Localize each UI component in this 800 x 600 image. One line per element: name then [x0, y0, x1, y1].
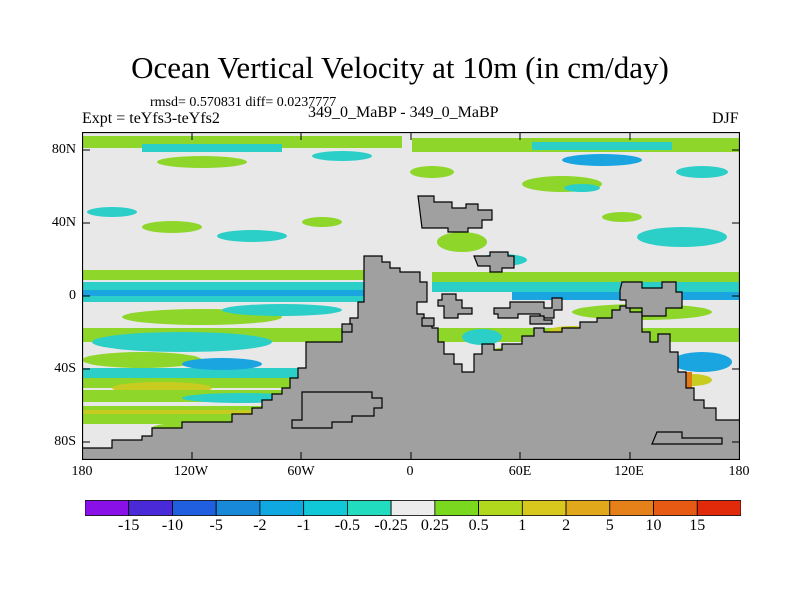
- lon-label-120w: 120W: [173, 464, 209, 479]
- colorbar-label: -0.5: [334, 517, 361, 534]
- lon-label-120e: 120E: [614, 464, 644, 479]
- lon-label-180w: 180: [71, 464, 93, 479]
- colorbar-label: 10: [645, 517, 662, 534]
- map-ticks: [82, 132, 740, 460]
- land-subantarctic: [651, 431, 723, 445]
- season-label: DJF: [712, 110, 739, 127]
- colorbar-cell: [609, 500, 654, 516]
- lat-label-40s: 40S: [54, 361, 76, 376]
- equatorial-pattern: [82, 270, 740, 325]
- colorbar-label: 1: [518, 517, 527, 534]
- colorbar-cell: [653, 500, 698, 516]
- land-antarctic-peninsula: [291, 391, 383, 429]
- land-americas-africa: [82, 255, 740, 460]
- colorbar-cell: [215, 500, 261, 516]
- colorbar-cell: [478, 500, 523, 516]
- colorbar: [85, 500, 741, 516]
- land-small-south: [421, 317, 435, 327]
- colorbar-cell: [434, 500, 479, 516]
- arctic-pattern: [82, 136, 740, 192]
- land-sea-islands: [437, 293, 473, 319]
- experiment-label: Expt = teYfs3-teYfs2: [82, 110, 220, 127]
- colorbar-label: 0.5: [468, 517, 489, 534]
- lat-label-80s: 80S: [54, 434, 76, 449]
- colorbar-cell: [346, 500, 392, 516]
- page-title: Ocean Vertical Velocity at 10m (in cm/da…: [131, 50, 669, 85]
- colorbar-cell: [565, 500, 611, 516]
- colorbar-cell: [172, 500, 217, 516]
- lat-label-40n: 40N: [51, 215, 76, 230]
- lat-label-80n: 80N: [51, 142, 76, 157]
- colorbar-cell: [521, 500, 567, 516]
- lon-label-60e: 60E: [508, 464, 532, 479]
- lat-label-0: 0: [69, 288, 76, 303]
- land-asia-southeast: [493, 297, 563, 319]
- land-small-west: [341, 323, 353, 333]
- case-label: 349_0_MaBP - 349_0_MaBP: [308, 104, 499, 121]
- colorbar-label: -2: [253, 517, 267, 534]
- colorbar-cell: [128, 500, 173, 516]
- colorbar-label: -15: [118, 517, 140, 534]
- colorbar-cell: [303, 500, 348, 516]
- colorbar-label: 2: [562, 517, 571, 534]
- colorbar-label: -1: [297, 517, 311, 534]
- lon-label-0: 0: [406, 464, 414, 479]
- land-eurasia-north: [417, 195, 493, 233]
- land-masses: [82, 195, 740, 460]
- land-australia-east: [619, 281, 683, 317]
- colorbar-label: 0.25: [420, 517, 449, 534]
- lon-label-60w: 60W: [287, 464, 315, 479]
- lon-label-180e: 180: [728, 464, 750, 479]
- land-asia-patch: [473, 251, 515, 273]
- colorbar-label: 15: [689, 517, 706, 534]
- land-small-east: [529, 315, 553, 325]
- colorbar-label: -10: [161, 517, 184, 534]
- colorbar-cell: [696, 500, 741, 516]
- colorbar-label: -5: [209, 517, 223, 534]
- colorbar-label: -0.25: [374, 517, 408, 534]
- colorbar-label: 5: [605, 517, 614, 534]
- stats-text: rmsd= 0.570831 diff= 0.0237777: [150, 95, 337, 110]
- colorbar-cell: [85, 500, 130, 516]
- colorbar-cell: [259, 500, 305, 516]
- map-plot: [82, 132, 740, 460]
- colorbar-cell: [390, 500, 436, 516]
